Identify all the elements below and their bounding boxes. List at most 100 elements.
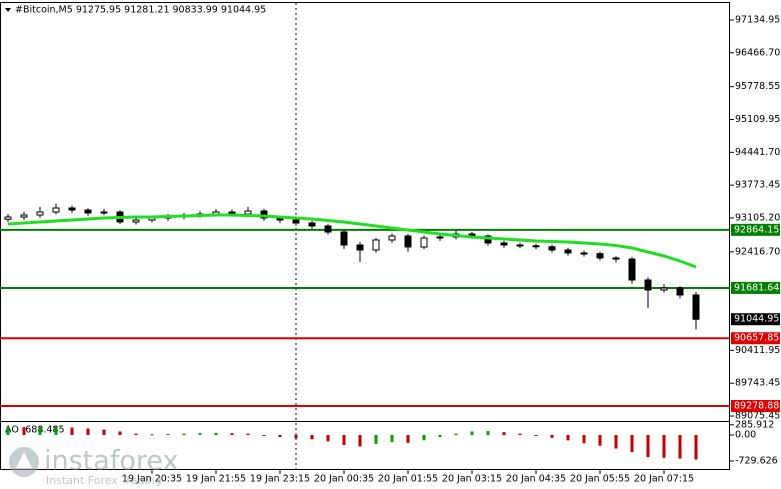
ao-bar <box>246 433 250 436</box>
ao-bar <box>486 431 490 436</box>
ao-bar <box>662 435 666 458</box>
ao-bar <box>6 426 10 436</box>
ao-bar <box>470 431 474 436</box>
ao-bar <box>134 433 138 436</box>
menu-arrow[interactable] <box>5 8 11 12</box>
ao-bar <box>438 435 442 438</box>
level-label-box <box>731 332 780 345</box>
watermark-brand: instaforex <box>44 446 178 477</box>
x-tick-label: 19 Jan 21:55 <box>186 474 246 485</box>
moving-average <box>7 213 697 269</box>
y-tick-label: 93105.20 <box>735 212 780 223</box>
ao-bar <box>390 435 394 443</box>
ao-bar <box>502 432 506 436</box>
level-label-box <box>731 281 780 294</box>
candle-body <box>84 209 92 214</box>
ao-bar <box>118 431 122 436</box>
ao-bar <box>230 433 234 436</box>
level-label-box <box>731 223 780 236</box>
candle-body <box>500 242 508 246</box>
candle-body <box>68 207 76 211</box>
current-price-label: 91044.95 <box>734 314 779 325</box>
ao-bar <box>70 427 74 436</box>
ao-bar <box>150 434 154 436</box>
ao-bar <box>534 435 538 437</box>
x-tick-label: 20 Jan 00:35 <box>314 474 374 485</box>
level-label: 91681.64 <box>734 282 779 293</box>
ao-bar <box>582 435 586 444</box>
ao-bar <box>38 426 42 436</box>
ao-bar <box>326 435 330 442</box>
candle-body <box>692 294 700 320</box>
plot-frame <box>0 2 730 470</box>
ao-bar <box>518 433 522 436</box>
level-label: 89278.88 <box>734 401 779 412</box>
y-tick-label: 95109.95 <box>735 114 780 125</box>
ao-bar <box>198 433 202 436</box>
candle-body <box>308 222 316 227</box>
candle-body <box>420 237 428 248</box>
x-tick-label: 20 Jan 04:35 <box>506 474 566 485</box>
ao-bar <box>630 435 634 453</box>
ao-bar <box>166 433 170 436</box>
x-tick-label: 20 Jan 01:55 <box>378 474 438 485</box>
candle-body <box>660 287 668 291</box>
current-price-box <box>731 313 780 326</box>
indicator-title: AO -688.485 <box>5 425 65 436</box>
ao-bar <box>54 426 58 436</box>
candle-body <box>436 236 444 239</box>
candle-body <box>628 258 636 281</box>
ao-bar <box>422 435 426 441</box>
y-tick-label: 92416.70 <box>735 246 780 257</box>
candle-body <box>532 245 540 248</box>
candle-body <box>292 219 300 224</box>
candle-body <box>324 225 332 233</box>
indicator-y-tick-label: 285.912 <box>735 419 774 430</box>
candle-body <box>564 249 572 254</box>
ao-bar <box>454 433 458 436</box>
x-tick-label: 20 Jan 07:15 <box>634 474 694 485</box>
y-tick-label: 94441.70 <box>735 147 780 158</box>
ao-bar <box>278 435 282 438</box>
candle-body <box>52 207 60 213</box>
watermark-logo-mark <box>16 452 32 468</box>
x-tick-label: 20 Jan 03:15 <box>442 474 502 485</box>
ao-bar <box>102 429 106 436</box>
candle-body <box>4 216 12 220</box>
y-tick-label: 96466.70 <box>735 47 780 58</box>
candle-body <box>372 239 380 251</box>
candle-body <box>100 211 108 214</box>
ao-bar <box>342 435 346 445</box>
y-tick-label: 93773.45 <box>735 180 780 191</box>
chart-title: #Bitcoin,M5 91275.95 91281.21 90833.99 9… <box>15 5 266 16</box>
y-tick-label: 89743.45 <box>735 378 780 389</box>
candle-body <box>244 210 252 215</box>
x-tick-label: 19 Jan 23:15 <box>250 474 310 485</box>
watermark-tagline: Instant Forex Trading <box>46 474 162 487</box>
ao-bar <box>694 435 698 460</box>
ao-bar <box>86 428 90 436</box>
candle-body <box>516 244 524 247</box>
ao-bar <box>598 435 602 446</box>
candle-body <box>404 235 412 248</box>
ao-bar <box>550 435 554 438</box>
candle-body <box>356 244 364 251</box>
candle-body <box>612 257 620 260</box>
candle-body <box>388 235 396 241</box>
candle-body <box>340 231 348 246</box>
ao-bar <box>358 435 362 447</box>
ao-bar <box>262 435 266 437</box>
ao-bar <box>22 427 26 436</box>
y-tick-label: 95778.55 <box>735 81 780 92</box>
candle-body <box>596 253 604 259</box>
y-tick-label: 97134.95 <box>735 14 780 25</box>
ao-bar <box>406 435 410 443</box>
candle-body <box>580 252 588 255</box>
ao-bar <box>374 435 378 444</box>
watermark: instaforex Instant Forex Trading <box>9 446 178 487</box>
y-tick-label: 90411.95 <box>735 345 780 356</box>
ao-bar <box>182 433 186 436</box>
ao-bar <box>294 435 298 439</box>
